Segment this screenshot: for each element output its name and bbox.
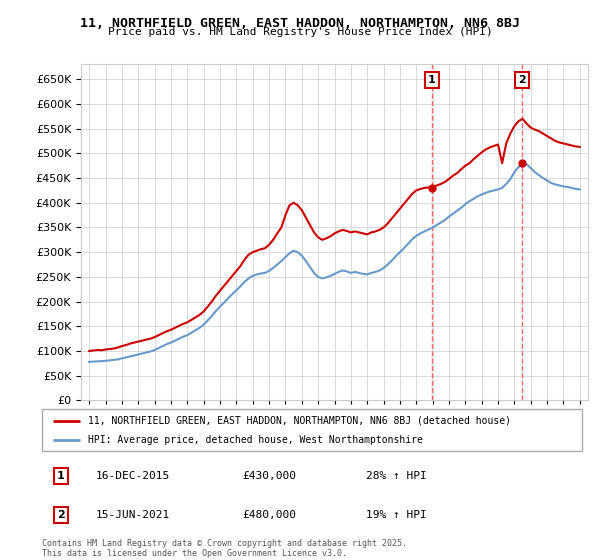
FancyBboxPatch shape [42,409,582,451]
Text: 16-DEC-2015: 16-DEC-2015 [96,471,170,481]
Text: 19% ↑ HPI: 19% ↑ HPI [366,510,427,520]
Text: 15-JUN-2021: 15-JUN-2021 [96,510,170,520]
Text: £480,000: £480,000 [242,510,296,520]
Text: £430,000: £430,000 [242,471,296,481]
Text: 11, NORTHFIELD GREEN, EAST HADDON, NORTHAMPTON, NN6 8BJ: 11, NORTHFIELD GREEN, EAST HADDON, NORTH… [80,17,520,30]
Text: 2: 2 [518,75,526,85]
Text: 2: 2 [57,510,65,520]
Text: Price paid vs. HM Land Registry's House Price Index (HPI): Price paid vs. HM Land Registry's House … [107,27,493,37]
Text: Contains HM Land Registry data © Crown copyright and database right 2025.
This d: Contains HM Land Registry data © Crown c… [42,539,407,558]
Text: HPI: Average price, detached house, West Northamptonshire: HPI: Average price, detached house, West… [88,435,423,445]
Text: 1: 1 [428,75,436,85]
Text: 28% ↑ HPI: 28% ↑ HPI [366,471,427,481]
Text: 11, NORTHFIELD GREEN, EAST HADDON, NORTHAMPTON, NN6 8BJ (detached house): 11, NORTHFIELD GREEN, EAST HADDON, NORTH… [88,416,511,426]
Text: 1: 1 [57,471,65,481]
